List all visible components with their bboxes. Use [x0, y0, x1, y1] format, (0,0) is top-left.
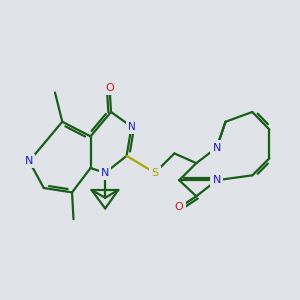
- Text: N: N: [101, 168, 110, 178]
- Text: N: N: [213, 142, 221, 153]
- Text: O: O: [175, 202, 184, 212]
- Text: N: N: [25, 156, 33, 166]
- Text: S: S: [151, 168, 158, 178]
- Text: N: N: [213, 175, 221, 185]
- Text: O: O: [105, 82, 114, 93]
- Text: N: N: [128, 122, 135, 132]
